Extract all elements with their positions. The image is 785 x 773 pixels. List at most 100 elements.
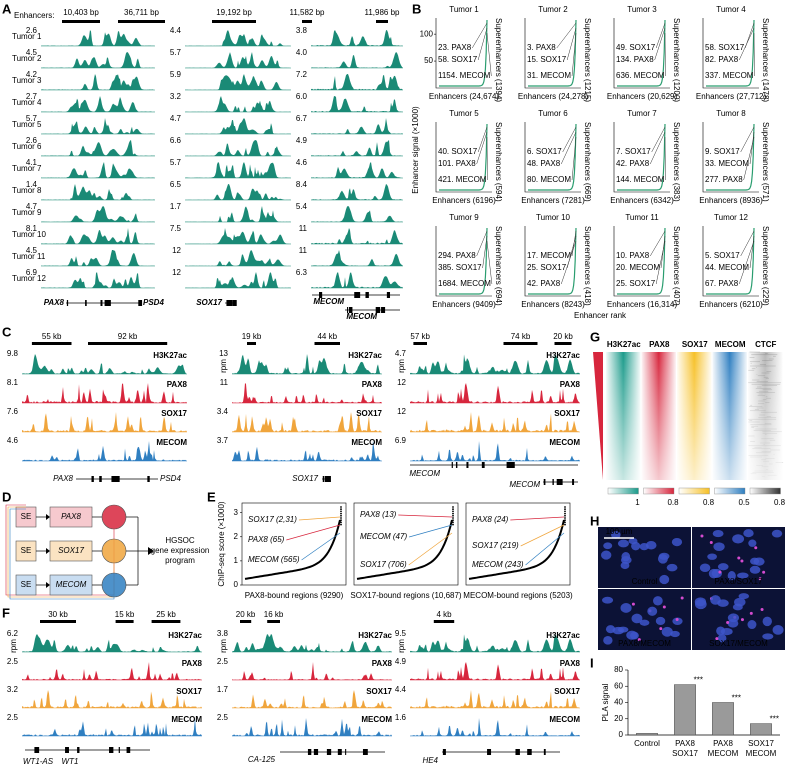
nucleus	[763, 617, 772, 627]
track-scale: 4.1	[26, 158, 38, 167]
rank-label: 80. MECOM	[527, 175, 571, 184]
rank-label: 67. PAX8	[705, 279, 739, 288]
protein	[102, 505, 126, 529]
leader-line	[398, 515, 452, 517]
track-scale: 7.6	[7, 407, 19, 416]
nucleus	[670, 631, 680, 637]
enhancer-count: Enhancers (6196)	[432, 196, 496, 205]
unit-label: rpm	[397, 359, 406, 373]
exon	[323, 476, 324, 482]
y-tick-label: 100	[420, 29, 434, 38]
rank-label: 385. SOX17	[438, 263, 482, 272]
signal-track	[185, 96, 291, 112]
y-tick-label: 60	[614, 681, 623, 690]
signal-track	[311, 140, 403, 156]
nucleus	[621, 552, 630, 561]
nucleus	[750, 558, 759, 565]
rank-label: 144. MECOM	[616, 175, 665, 184]
pla-dot	[754, 546, 757, 549]
column-header: MECOM	[715, 340, 746, 349]
rank-label: 44. MECOM	[705, 263, 749, 272]
signal-track	[41, 118, 155, 134]
signal-track	[185, 228, 291, 244]
track-scale: 3.2	[170, 92, 182, 101]
rank-label: 1684. MECOM	[438, 279, 491, 288]
exon	[338, 749, 342, 755]
exon	[552, 479, 553, 485]
signal-track	[185, 140, 291, 156]
protein	[102, 539, 126, 563]
exon	[507, 462, 511, 468]
track-scale: 12	[172, 268, 181, 277]
track-name: H3K27ac	[168, 631, 202, 640]
rank-label: 58. SOX17	[705, 43, 745, 52]
bar	[674, 685, 695, 735]
colorbar	[608, 488, 639, 494]
unit-label: rpm	[219, 359, 228, 373]
enhancer-count: Enhancers (24,674)	[429, 92, 500, 101]
panel-label: I	[590, 655, 594, 670]
nucleus	[707, 553, 717, 559]
track-name: MECOM	[171, 715, 202, 724]
signal-track	[22, 662, 202, 680]
scale-bar	[247, 342, 256, 345]
bar	[712, 703, 733, 736]
nucleus	[618, 540, 629, 548]
signal-track	[311, 206, 403, 222]
signal-track	[232, 383, 382, 403]
scale-bar	[504, 342, 538, 345]
outlier	[340, 524, 342, 526]
x-axis-label: PAX8-bound regions (9290)	[245, 591, 344, 600]
scale-bar	[212, 20, 256, 23]
track-scale: 6.7	[296, 114, 308, 123]
signal-track	[41, 30, 155, 46]
track-scale: 4.4	[395, 685, 407, 694]
scale-bar-label: 11,582 bp	[290, 8, 326, 17]
se-label: SE	[21, 580, 32, 589]
y-tick-label: 1	[234, 556, 239, 565]
nucleus	[728, 613, 739, 622]
exon	[85, 300, 87, 306]
scale-bar-label: 15 kb	[115, 610, 135, 619]
track-name: PAX8	[560, 659, 581, 668]
signal-track	[311, 272, 403, 288]
nucleus	[631, 542, 640, 550]
track-name: H3K27ac	[546, 631, 580, 640]
track-scale: 2.5	[217, 713, 229, 722]
gene-label: HE4	[422, 756, 438, 765]
nucleus	[739, 593, 750, 599]
x-tick-label: Control	[634, 739, 660, 748]
track-scale: 4.5	[26, 246, 38, 255]
pla-dot	[740, 559, 743, 562]
exon	[365, 292, 368, 298]
signal-track	[311, 30, 403, 46]
nucleus	[653, 596, 663, 605]
track-scale: 8.1	[7, 378, 19, 387]
rank-label: 6. SOX17	[527, 147, 562, 156]
gene-label: WT1-AS	[23, 757, 54, 766]
gene-label: PSD4	[160, 474, 181, 483]
track-scale: 12	[397, 407, 406, 416]
gene-label: MECOM	[509, 480, 540, 489]
outlier	[340, 508, 342, 510]
exon	[354, 292, 358, 298]
track-scale: 8.1	[26, 224, 38, 233]
nucleus	[713, 542, 724, 551]
track-name: SOX17	[554, 687, 580, 696]
scale-bar-label: 57 kb	[410, 332, 430, 341]
scale-bar	[267, 620, 280, 623]
image-label: PAX8/SOX17	[715, 577, 763, 586]
track-scale: 1.4	[26, 180, 38, 189]
rank-label: 15. SOX17	[527, 55, 567, 64]
track-scale: 6.3	[296, 268, 308, 277]
track-scale: 6.5	[170, 180, 182, 189]
scale-bar	[434, 620, 454, 623]
superenhancer-label: Superenhancers (1200)	[672, 18, 681, 102]
rank-label: 134. PAX8	[616, 55, 654, 64]
heatmap-fade	[713, 352, 748, 480]
exon	[328, 476, 330, 482]
colorbar-tick: 0.5	[738, 498, 750, 507]
track-scale: 4.9	[296, 136, 308, 145]
nucleus	[772, 530, 782, 538]
